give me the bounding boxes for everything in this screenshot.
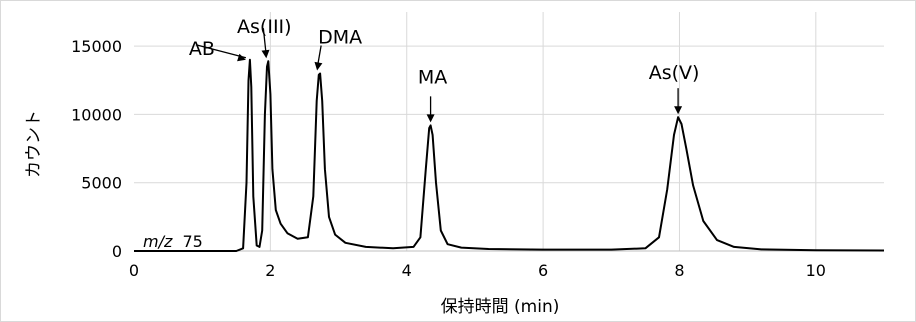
y-tick-label: 10000 <box>71 105 122 124</box>
peak-label: AB <box>189 38 215 60</box>
y-axis-title: カウント <box>24 110 44 178</box>
peak-arrow-head <box>261 49 270 59</box>
y-tick-label: 0 <box>112 242 122 261</box>
peak-arrow-head <box>674 106 683 115</box>
peak-arrow-head <box>237 53 246 62</box>
x-axis-title: 保持時間 (min) <box>441 297 560 317</box>
peak-arrow-head <box>314 61 323 71</box>
x-tick-label: 4 <box>402 261 412 280</box>
mz-italic: m/z <box>143 232 173 251</box>
x-tick-label: 10 <box>806 261 826 280</box>
tick-labels: 0 2 4 6 8 10 0 5000 10000 15000 <box>71 37 826 280</box>
mz-annotation: m/z 75 <box>143 232 203 251</box>
chromatogram-trace <box>134 58 885 252</box>
peak-label: As(V) <box>649 62 700 84</box>
x-tick-label: 2 <box>265 261 275 280</box>
peak-label: MA <box>418 66 447 88</box>
peak-annotations: AB As(III) DMA MA As(V) <box>189 16 700 123</box>
y-tick-label: 15000 <box>71 37 122 56</box>
peak-label: As(III) <box>237 16 292 38</box>
mz-value: 75 <box>182 232 202 251</box>
peak-arrow-line <box>195 44 247 59</box>
peak-arrow-head <box>426 114 435 123</box>
x-tick-label: 6 <box>538 261 548 280</box>
x-tick-label: 8 <box>674 261 684 280</box>
x-tick-label: 0 <box>129 261 139 280</box>
peak-label: DMA <box>318 26 362 48</box>
gridlines <box>134 12 884 251</box>
y-tick-label: 5000 <box>81 174 122 193</box>
